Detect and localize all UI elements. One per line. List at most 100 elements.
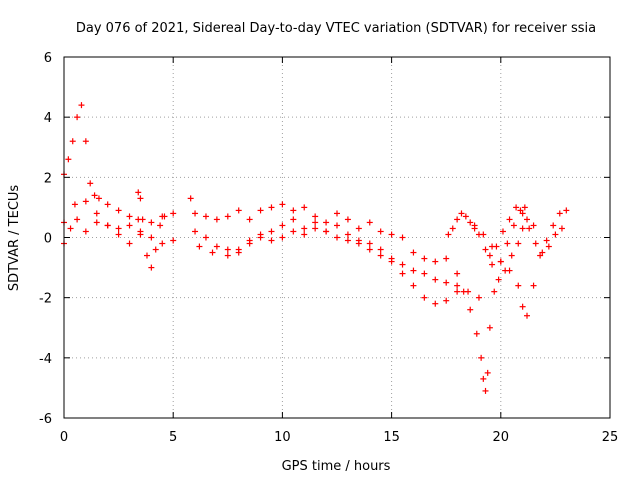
data-point bbox=[377, 252, 384, 259]
data-point bbox=[67, 225, 74, 232]
data-point bbox=[524, 312, 531, 319]
data-point bbox=[484, 369, 491, 376]
data-point bbox=[399, 234, 406, 241]
data-point bbox=[482, 246, 489, 253]
data-point bbox=[556, 210, 563, 217]
data-point bbox=[91, 192, 98, 199]
data-point bbox=[115, 231, 122, 238]
data-point bbox=[355, 225, 362, 232]
data-point bbox=[344, 231, 351, 238]
data-point bbox=[421, 270, 428, 277]
data-point bbox=[334, 234, 340, 241]
data-point bbox=[192, 228, 199, 235]
data-point bbox=[279, 234, 286, 241]
data-point bbox=[161, 213, 168, 220]
data-point bbox=[445, 231, 452, 238]
data-point bbox=[410, 249, 417, 256]
data-point bbox=[344, 237, 351, 244]
data-point bbox=[170, 210, 177, 217]
data-point bbox=[301, 225, 308, 232]
data-point bbox=[301, 204, 308, 211]
data-point bbox=[87, 180, 94, 187]
data-point bbox=[74, 114, 81, 121]
data-point bbox=[410, 267, 417, 274]
data-point bbox=[257, 231, 264, 238]
data-point bbox=[268, 204, 275, 211]
data-point bbox=[506, 216, 513, 223]
data-point bbox=[377, 228, 384, 235]
data-point bbox=[530, 282, 537, 289]
series-track-i bbox=[445, 210, 537, 283]
data-point bbox=[473, 330, 480, 337]
data-point bbox=[508, 252, 515, 259]
data-point bbox=[432, 300, 439, 307]
data-point bbox=[399, 261, 406, 268]
data-point bbox=[202, 234, 209, 241]
data-point bbox=[78, 102, 85, 109]
y-tick-label: 4 bbox=[44, 111, 52, 126]
y-axis-label: SDTVAR / TECUs bbox=[7, 185, 22, 292]
data-point bbox=[246, 216, 253, 223]
data-point bbox=[489, 261, 496, 268]
data-point bbox=[126, 213, 133, 220]
data-point bbox=[443, 297, 450, 304]
data-point bbox=[148, 234, 155, 241]
data-point bbox=[104, 201, 111, 208]
y-tick-label: -2 bbox=[39, 292, 52, 307]
series-track-b bbox=[61, 198, 177, 238]
data-point bbox=[192, 210, 199, 217]
data-point bbox=[475, 294, 482, 301]
data-point bbox=[235, 207, 242, 214]
x-axis-label: GPS time / hours bbox=[282, 459, 391, 474]
data-point bbox=[209, 249, 216, 256]
data-point bbox=[454, 216, 461, 223]
data-point bbox=[82, 198, 89, 205]
data-point bbox=[491, 288, 498, 295]
data-point bbox=[454, 270, 461, 277]
data-point bbox=[202, 213, 209, 220]
plot-frame bbox=[63, 56, 611, 419]
data-point bbox=[545, 243, 552, 250]
data-point bbox=[257, 207, 264, 214]
y-tick-label: 0 bbox=[44, 232, 52, 247]
data-point bbox=[323, 219, 330, 226]
data-point bbox=[157, 222, 164, 229]
data-point bbox=[432, 276, 439, 283]
data-point bbox=[558, 225, 565, 232]
data-point bbox=[515, 282, 522, 289]
data-point bbox=[486, 324, 493, 331]
y-tick-label: 6 bbox=[44, 51, 52, 66]
data-point bbox=[355, 237, 362, 244]
data-point bbox=[410, 282, 417, 289]
data-point bbox=[532, 240, 539, 247]
data-point bbox=[196, 243, 203, 250]
data-point bbox=[312, 219, 319, 226]
data-point bbox=[65, 156, 72, 163]
data-point bbox=[93, 210, 100, 217]
data-point bbox=[537, 252, 544, 259]
series-track-g bbox=[196, 222, 482, 301]
y-tick-label: 2 bbox=[44, 171, 52, 186]
data-point bbox=[104, 222, 111, 229]
series-track-e bbox=[187, 195, 450, 265]
data-point bbox=[334, 222, 340, 229]
data-point bbox=[460, 288, 467, 295]
data-point bbox=[139, 216, 146, 223]
data-point bbox=[334, 210, 340, 217]
data-point bbox=[399, 270, 406, 277]
data-point bbox=[519, 225, 526, 232]
data-point bbox=[495, 276, 502, 283]
data-point bbox=[366, 246, 373, 253]
data-point bbox=[454, 282, 461, 289]
data-point bbox=[443, 255, 450, 262]
mark-layer bbox=[61, 102, 570, 394]
data-point bbox=[519, 303, 526, 310]
data-point bbox=[74, 216, 81, 223]
data-point bbox=[224, 252, 231, 259]
data-point bbox=[143, 252, 150, 259]
data-point bbox=[462, 213, 469, 220]
data-point bbox=[126, 240, 133, 247]
data-point bbox=[159, 240, 166, 247]
series-track-h bbox=[454, 204, 528, 394]
data-point bbox=[499, 228, 506, 235]
